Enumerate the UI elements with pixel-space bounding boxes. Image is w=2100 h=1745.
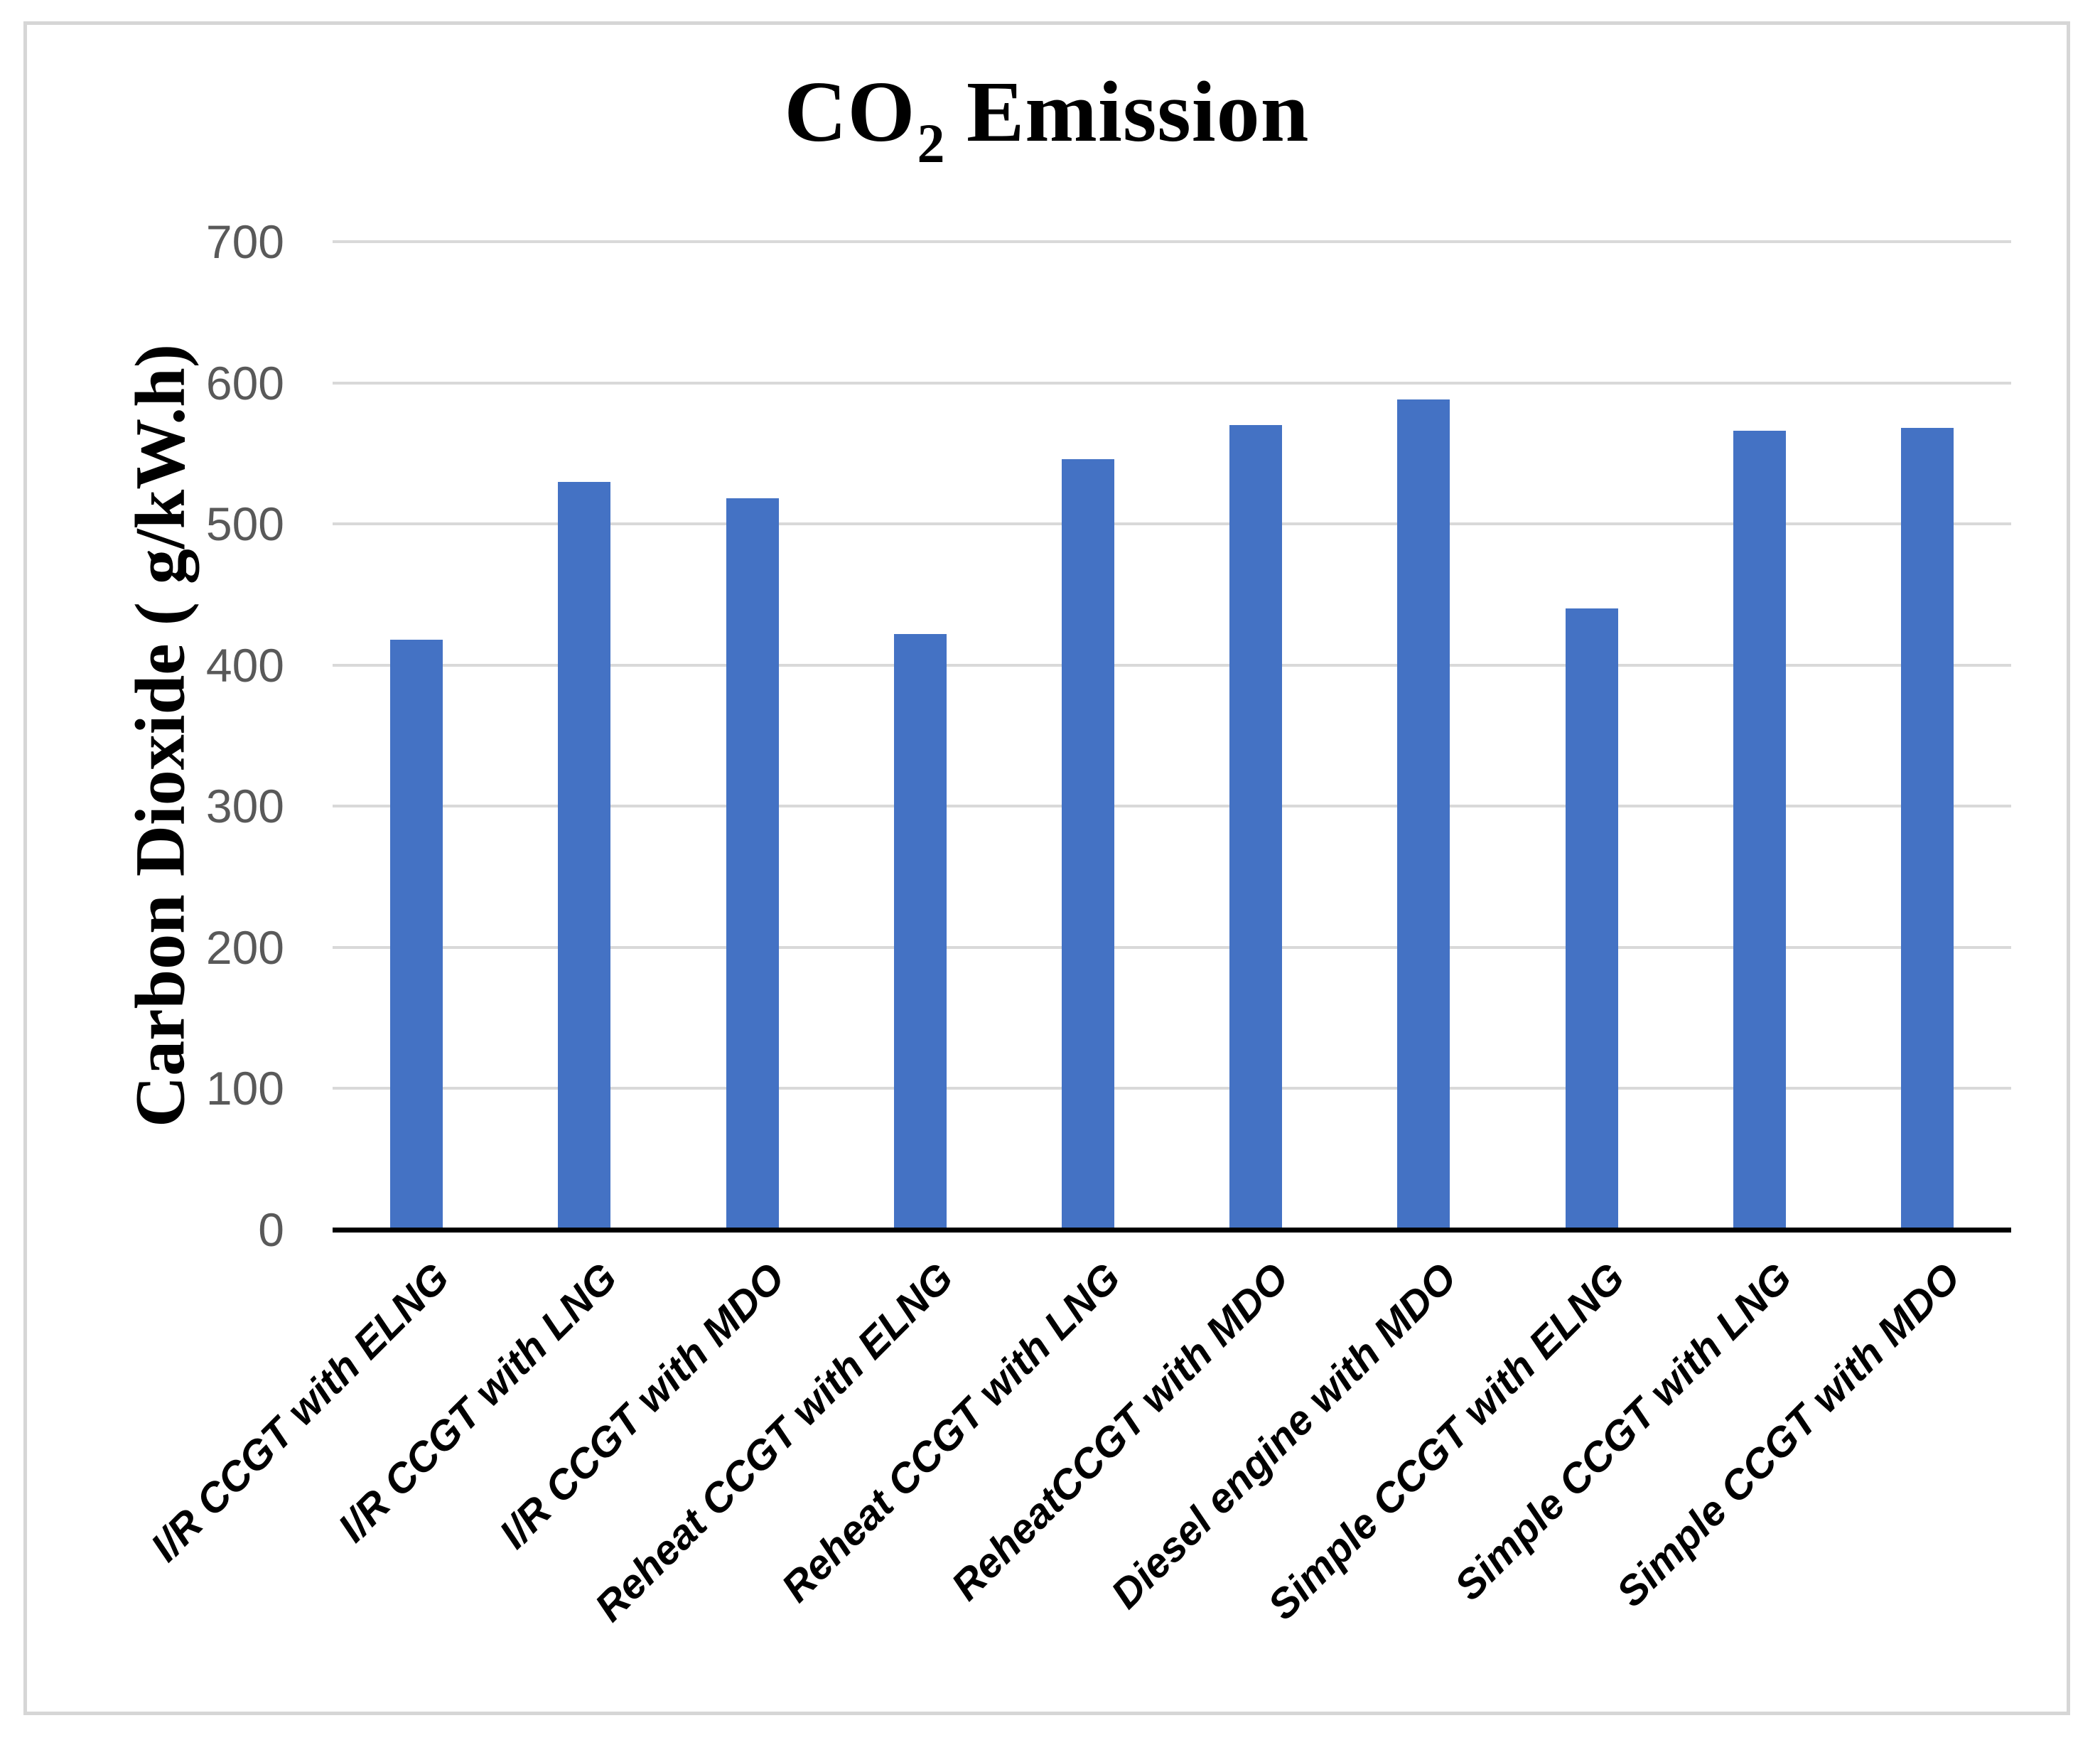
bar xyxy=(1733,431,1786,1230)
y-tick-label: 300 xyxy=(205,780,284,833)
y-tick-label: 400 xyxy=(205,638,284,692)
chart-title-suffix: Emission xyxy=(944,64,1310,160)
bar xyxy=(558,482,610,1230)
y-tick-label: 0 xyxy=(258,1203,284,1256)
chart-frame xyxy=(23,21,2070,1715)
bar xyxy=(726,498,779,1230)
bar xyxy=(390,640,443,1230)
gridline xyxy=(333,1087,2011,1090)
y-axis-title-text: Carbon Dioxide ( g/kW.h) xyxy=(120,343,200,1128)
gridline xyxy=(333,240,2011,243)
y-tick-label: 600 xyxy=(205,356,284,409)
gridline xyxy=(333,663,2011,667)
gridline xyxy=(333,381,2011,385)
chart-title: CO2 Emission xyxy=(23,63,2070,174)
y-tick-label: 700 xyxy=(205,215,284,268)
y-tick-label: 500 xyxy=(205,498,284,551)
chart-title-subscript: 2 xyxy=(917,112,946,174)
bar xyxy=(894,634,947,1230)
y-tick-label: 200 xyxy=(205,920,284,974)
bar xyxy=(1397,399,1450,1230)
gridline xyxy=(333,522,2011,526)
y-tick-label: 100 xyxy=(205,1062,284,1115)
gridline xyxy=(333,945,2011,949)
bar xyxy=(1229,425,1282,1230)
gridline xyxy=(333,805,2011,808)
x-axis-line xyxy=(333,1228,2011,1233)
chart-title-prefix: CO xyxy=(784,64,916,160)
bar xyxy=(1901,428,1954,1230)
bar xyxy=(1566,608,1618,1230)
bar xyxy=(1062,459,1114,1230)
